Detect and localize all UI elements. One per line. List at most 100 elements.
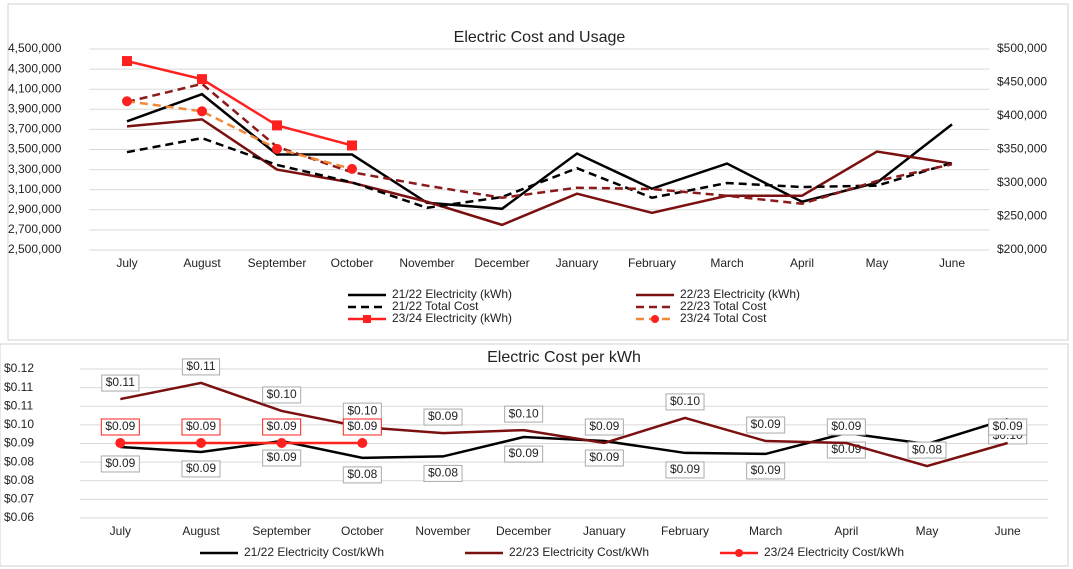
data-label: $0.09 (267, 419, 297, 433)
x-tick-label: February (628, 256, 676, 270)
data-label: $0.09 (105, 456, 135, 470)
y-tick-label: $0.07 (4, 492, 34, 506)
y-tick-label: $0.11 (4, 380, 33, 394)
y-tick-label: 3,300,000 (8, 162, 62, 176)
data-label: $0.08 (912, 442, 942, 456)
x-tick-label: October (341, 524, 384, 538)
series-line (126, 92, 953, 211)
x-tick-label: March (710, 256, 743, 270)
data-label: $0.09 (186, 461, 216, 475)
series-line (126, 82, 953, 206)
data-label: $0.11 (186, 359, 215, 373)
x-tick-label: March (749, 524, 782, 538)
series-line (120, 381, 1009, 468)
y-tick-label: 3,100,000 (8, 182, 62, 196)
series-line (126, 100, 353, 171)
data-label: $0.09 (186, 419, 216, 433)
data-label-box (262, 386, 302, 404)
x-tick-label: September (252, 524, 311, 538)
y-tick-label: 2,900,000 (8, 202, 62, 216)
data-label: $0.09 (589, 450, 619, 464)
y-tick-label: $0.08 (4, 473, 34, 487)
x-tick-label: January (556, 256, 599, 270)
x-tick-label: January (583, 524, 626, 538)
y2-tick-label: $350,000 (997, 142, 1047, 156)
y2-tick-label: $500,000 (997, 41, 1047, 55)
y2-tick-label: $400,000 (997, 108, 1047, 122)
y-tick-label: 2,500,000 (8, 242, 62, 256)
data-label-box (504, 445, 544, 463)
data-label: $0.09 (831, 419, 861, 433)
y-tick-label: 3,500,000 (8, 142, 62, 156)
data-label-box (665, 393, 705, 411)
legend-label: 22/23 Electricity (kWh) (680, 287, 800, 301)
marker (196, 438, 206, 449)
marker (347, 140, 357, 151)
x-tick-label: May (916, 524, 939, 538)
marker (122, 56, 132, 67)
marker (122, 96, 132, 107)
legend-label: 22/23 Total Cost (680, 299, 767, 313)
marker (272, 120, 282, 131)
y-tick-label: $0.12 (4, 361, 34, 375)
data-label: $0.08 (428, 466, 458, 480)
legend-label: 21/22 Electricity (kWh) (392, 287, 512, 301)
data-label: $0.10 (267, 387, 297, 401)
data-label-box (988, 418, 1028, 436)
y-tick-label: $0.09 (4, 436, 34, 450)
data-label-box (181, 358, 221, 376)
x-tick-label: July (116, 256, 137, 270)
x-tick-label: November (399, 256, 454, 270)
marker (197, 106, 207, 117)
data-label-box (342, 466, 382, 484)
legend-marker (651, 315, 659, 323)
marker (276, 438, 287, 449)
x-tick-label: June (939, 256, 965, 270)
data-label: $0.09 (347, 419, 377, 433)
marker (272, 143, 282, 154)
data-label-box (504, 405, 544, 423)
data-label-box (100, 418, 140, 436)
legend-label: 23/24 Total Cost (680, 311, 767, 325)
data-label: $0.09 (509, 446, 539, 460)
data-label: $0.09 (428, 409, 458, 423)
y-tick-label: 2,700,000 (8, 222, 62, 236)
data-label-box (746, 416, 786, 434)
x-tick-label: April (790, 256, 814, 270)
data-label: $0.10 (670, 394, 700, 408)
data-label: $0.11 (106, 375, 135, 389)
data-label-box (100, 455, 140, 473)
marker (347, 163, 357, 174)
data-label-box (181, 460, 221, 478)
x-tick-label: May (866, 256, 889, 270)
x-tick-label: October (331, 256, 374, 270)
legend-marker (363, 315, 371, 323)
marker (197, 74, 207, 85)
data-label-box (584, 449, 624, 467)
x-tick-label: August (182, 524, 220, 538)
chart-title: Electric Cost and Usage (454, 29, 626, 46)
x-tick-label: November (415, 524, 470, 538)
y-tick-label: 4,300,000 (8, 61, 62, 75)
data-label-box (423, 408, 463, 426)
data-label-box (181, 418, 221, 436)
x-tick-label: June (995, 524, 1021, 538)
data-label: $0.09 (751, 417, 781, 431)
legend-label: 23/24 Electricity Cost/kWh (764, 545, 904, 559)
data-label: $0.09 (267, 450, 297, 464)
data-label-box (262, 418, 302, 436)
series-line (126, 59, 353, 147)
legend-label: 23/24 Electricity (kWh) (392, 311, 512, 325)
data-label-box (584, 418, 624, 436)
legend-label: 21/22 Electricity Cost/kWh (244, 545, 384, 559)
data-label-box (262, 449, 302, 467)
data-label: $0.09 (670, 462, 700, 476)
data-label: $0.08 (347, 467, 377, 481)
data-label-box (665, 461, 705, 479)
data-label-box (746, 462, 786, 480)
x-tick-label: December (496, 524, 551, 538)
y-tick-label: 4,100,000 (8, 81, 62, 95)
x-tick-label: July (110, 524, 131, 538)
data-label: $0.09 (105, 419, 135, 433)
data-label-box (342, 418, 382, 436)
